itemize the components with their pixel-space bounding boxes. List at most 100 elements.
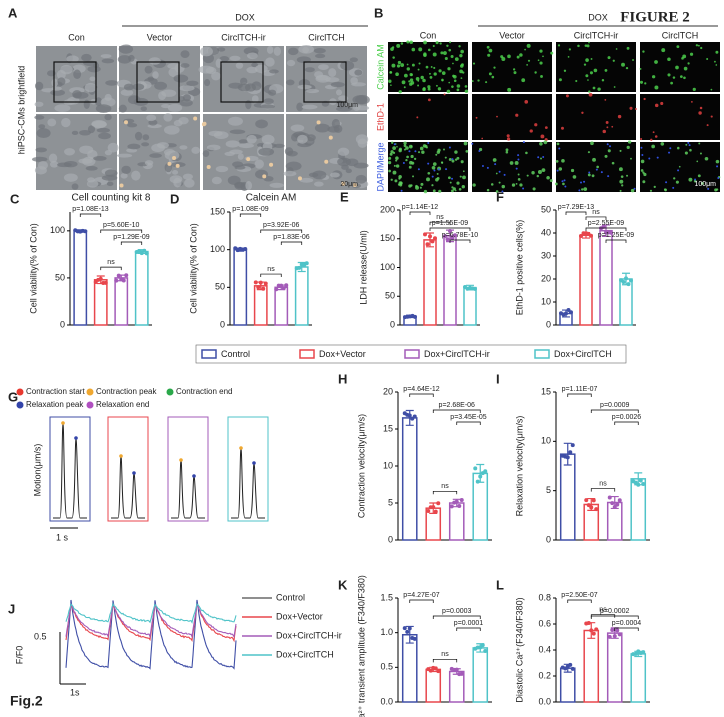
panel-letter: F bbox=[496, 189, 504, 204]
fluorescent-cell bbox=[558, 78, 562, 82]
fluorescent-cell bbox=[615, 48, 618, 50]
cell-texture bbox=[312, 170, 327, 180]
nucleus bbox=[716, 165, 719, 168]
fluorescent-cell bbox=[403, 144, 407, 148]
fluorescent-cell bbox=[415, 185, 420, 190]
data-dot bbox=[430, 239, 435, 244]
cell-texture bbox=[225, 140, 240, 148]
bar bbox=[559, 667, 576, 703]
cell-texture bbox=[299, 177, 314, 183]
fluorescent-cell bbox=[515, 182, 518, 185]
y-tick-label: 100 bbox=[50, 225, 65, 235]
nucleus bbox=[437, 168, 440, 171]
fluorescent-cell bbox=[561, 159, 565, 163]
y-axis-label: Cell viability(% of Con) bbox=[28, 223, 38, 314]
fluorescent-cell bbox=[604, 98, 607, 101]
bar bbox=[630, 478, 647, 541]
data-dot bbox=[638, 478, 643, 483]
nucleus bbox=[633, 187, 636, 190]
cell-texture bbox=[238, 143, 254, 149]
fluorescent-cell bbox=[621, 62, 625, 67]
figure-label: FIGURE 2 bbox=[620, 9, 690, 25]
fluorescent-cell bbox=[388, 79, 392, 83]
fluorescent-cell bbox=[451, 85, 454, 88]
cell-texture bbox=[37, 160, 48, 170]
fluorescent-cell bbox=[464, 85, 468, 88]
fluorescent-cell bbox=[604, 154, 608, 158]
cell-texture bbox=[191, 146, 201, 154]
fluorescent-cell bbox=[452, 62, 454, 65]
comparison-bracket bbox=[590, 615, 639, 619]
fluorescent-cell bbox=[433, 66, 436, 70]
fluorescent-cell bbox=[488, 48, 493, 53]
fluorescent-cell bbox=[698, 142, 701, 145]
data-dot bbox=[570, 666, 575, 671]
fluorescent-cell bbox=[456, 88, 460, 92]
data-dot bbox=[443, 234, 447, 239]
nucleus bbox=[503, 173, 506, 176]
cell-texture bbox=[302, 46, 309, 54]
comparison-bracket bbox=[590, 488, 616, 492]
comparison-bracket bbox=[614, 421, 639, 425]
cell-texture bbox=[235, 62, 244, 69]
comparison-label: ns bbox=[107, 259, 115, 266]
y-tick-label: 150 bbox=[210, 206, 225, 216]
motion-trace bbox=[111, 455, 145, 519]
fluorescent-cell bbox=[439, 42, 442, 45]
comparison-bracket bbox=[280, 241, 303, 245]
cell-texture bbox=[351, 82, 366, 87]
fluorescent-cell bbox=[427, 98, 431, 102]
cell-texture bbox=[178, 85, 195, 92]
fluorescent-cell bbox=[403, 141, 407, 145]
panel-letter: A bbox=[8, 5, 18, 20]
fluorescent-cell bbox=[651, 75, 656, 79]
fluorescent-cell bbox=[583, 63, 587, 66]
fluorescent-cell bbox=[621, 184, 624, 187]
zoom-box bbox=[53, 61, 97, 103]
cell-texture bbox=[246, 134, 257, 144]
data-dot bbox=[624, 276, 628, 281]
cell-texture bbox=[89, 76, 96, 82]
fluorescent-cell bbox=[421, 150, 425, 154]
fluorescent-cell bbox=[401, 80, 406, 85]
nucleus bbox=[688, 144, 691, 147]
marker-dot bbox=[166, 388, 174, 396]
bar bbox=[294, 266, 309, 326]
y-tick-label: 15 bbox=[541, 386, 551, 396]
fluorescent-cell bbox=[690, 100, 693, 103]
bar bbox=[448, 670, 465, 703]
fluorescent-cell bbox=[654, 60, 658, 64]
fluorescent-cell bbox=[642, 50, 645, 53]
y-tick-label: 0 bbox=[546, 319, 551, 329]
nucleus bbox=[402, 161, 405, 164]
fluorescent-cell bbox=[596, 165, 599, 169]
fluorescence-image bbox=[472, 42, 552, 92]
cell-texture bbox=[246, 157, 251, 162]
cell-texture bbox=[56, 162, 72, 168]
nucleus bbox=[580, 181, 583, 184]
fluorescent-cell bbox=[509, 161, 514, 165]
fluorescent-cell bbox=[661, 48, 666, 53]
fluorescent-cell bbox=[432, 189, 436, 193]
fluorescent-cell bbox=[417, 68, 420, 71]
data-dot bbox=[449, 504, 454, 509]
cell-texture bbox=[338, 95, 349, 102]
cell-texture bbox=[84, 82, 97, 93]
y-tick-label: 0.5 bbox=[380, 662, 393, 672]
cell-texture bbox=[163, 125, 180, 135]
nucleus bbox=[556, 169, 559, 172]
cell-texture bbox=[240, 77, 248, 86]
fluorescent-cell bbox=[400, 42, 404, 45]
fluorescent-cell bbox=[507, 87, 512, 92]
fluorescent-cell bbox=[412, 175, 415, 178]
fluorescent-cell bbox=[649, 189, 653, 192]
cell-texture bbox=[297, 134, 308, 144]
data-dot bbox=[641, 650, 646, 655]
fluorescent-cell bbox=[555, 160, 559, 163]
y-tick-label: 0.0 bbox=[380, 696, 393, 706]
row-label: hiPSC-CMs brightfield bbox=[16, 66, 26, 155]
legend-label: Control bbox=[221, 349, 250, 359]
fluorescent-cell bbox=[619, 149, 622, 152]
cell-texture bbox=[61, 117, 71, 128]
comparison-bracket bbox=[79, 213, 102, 217]
